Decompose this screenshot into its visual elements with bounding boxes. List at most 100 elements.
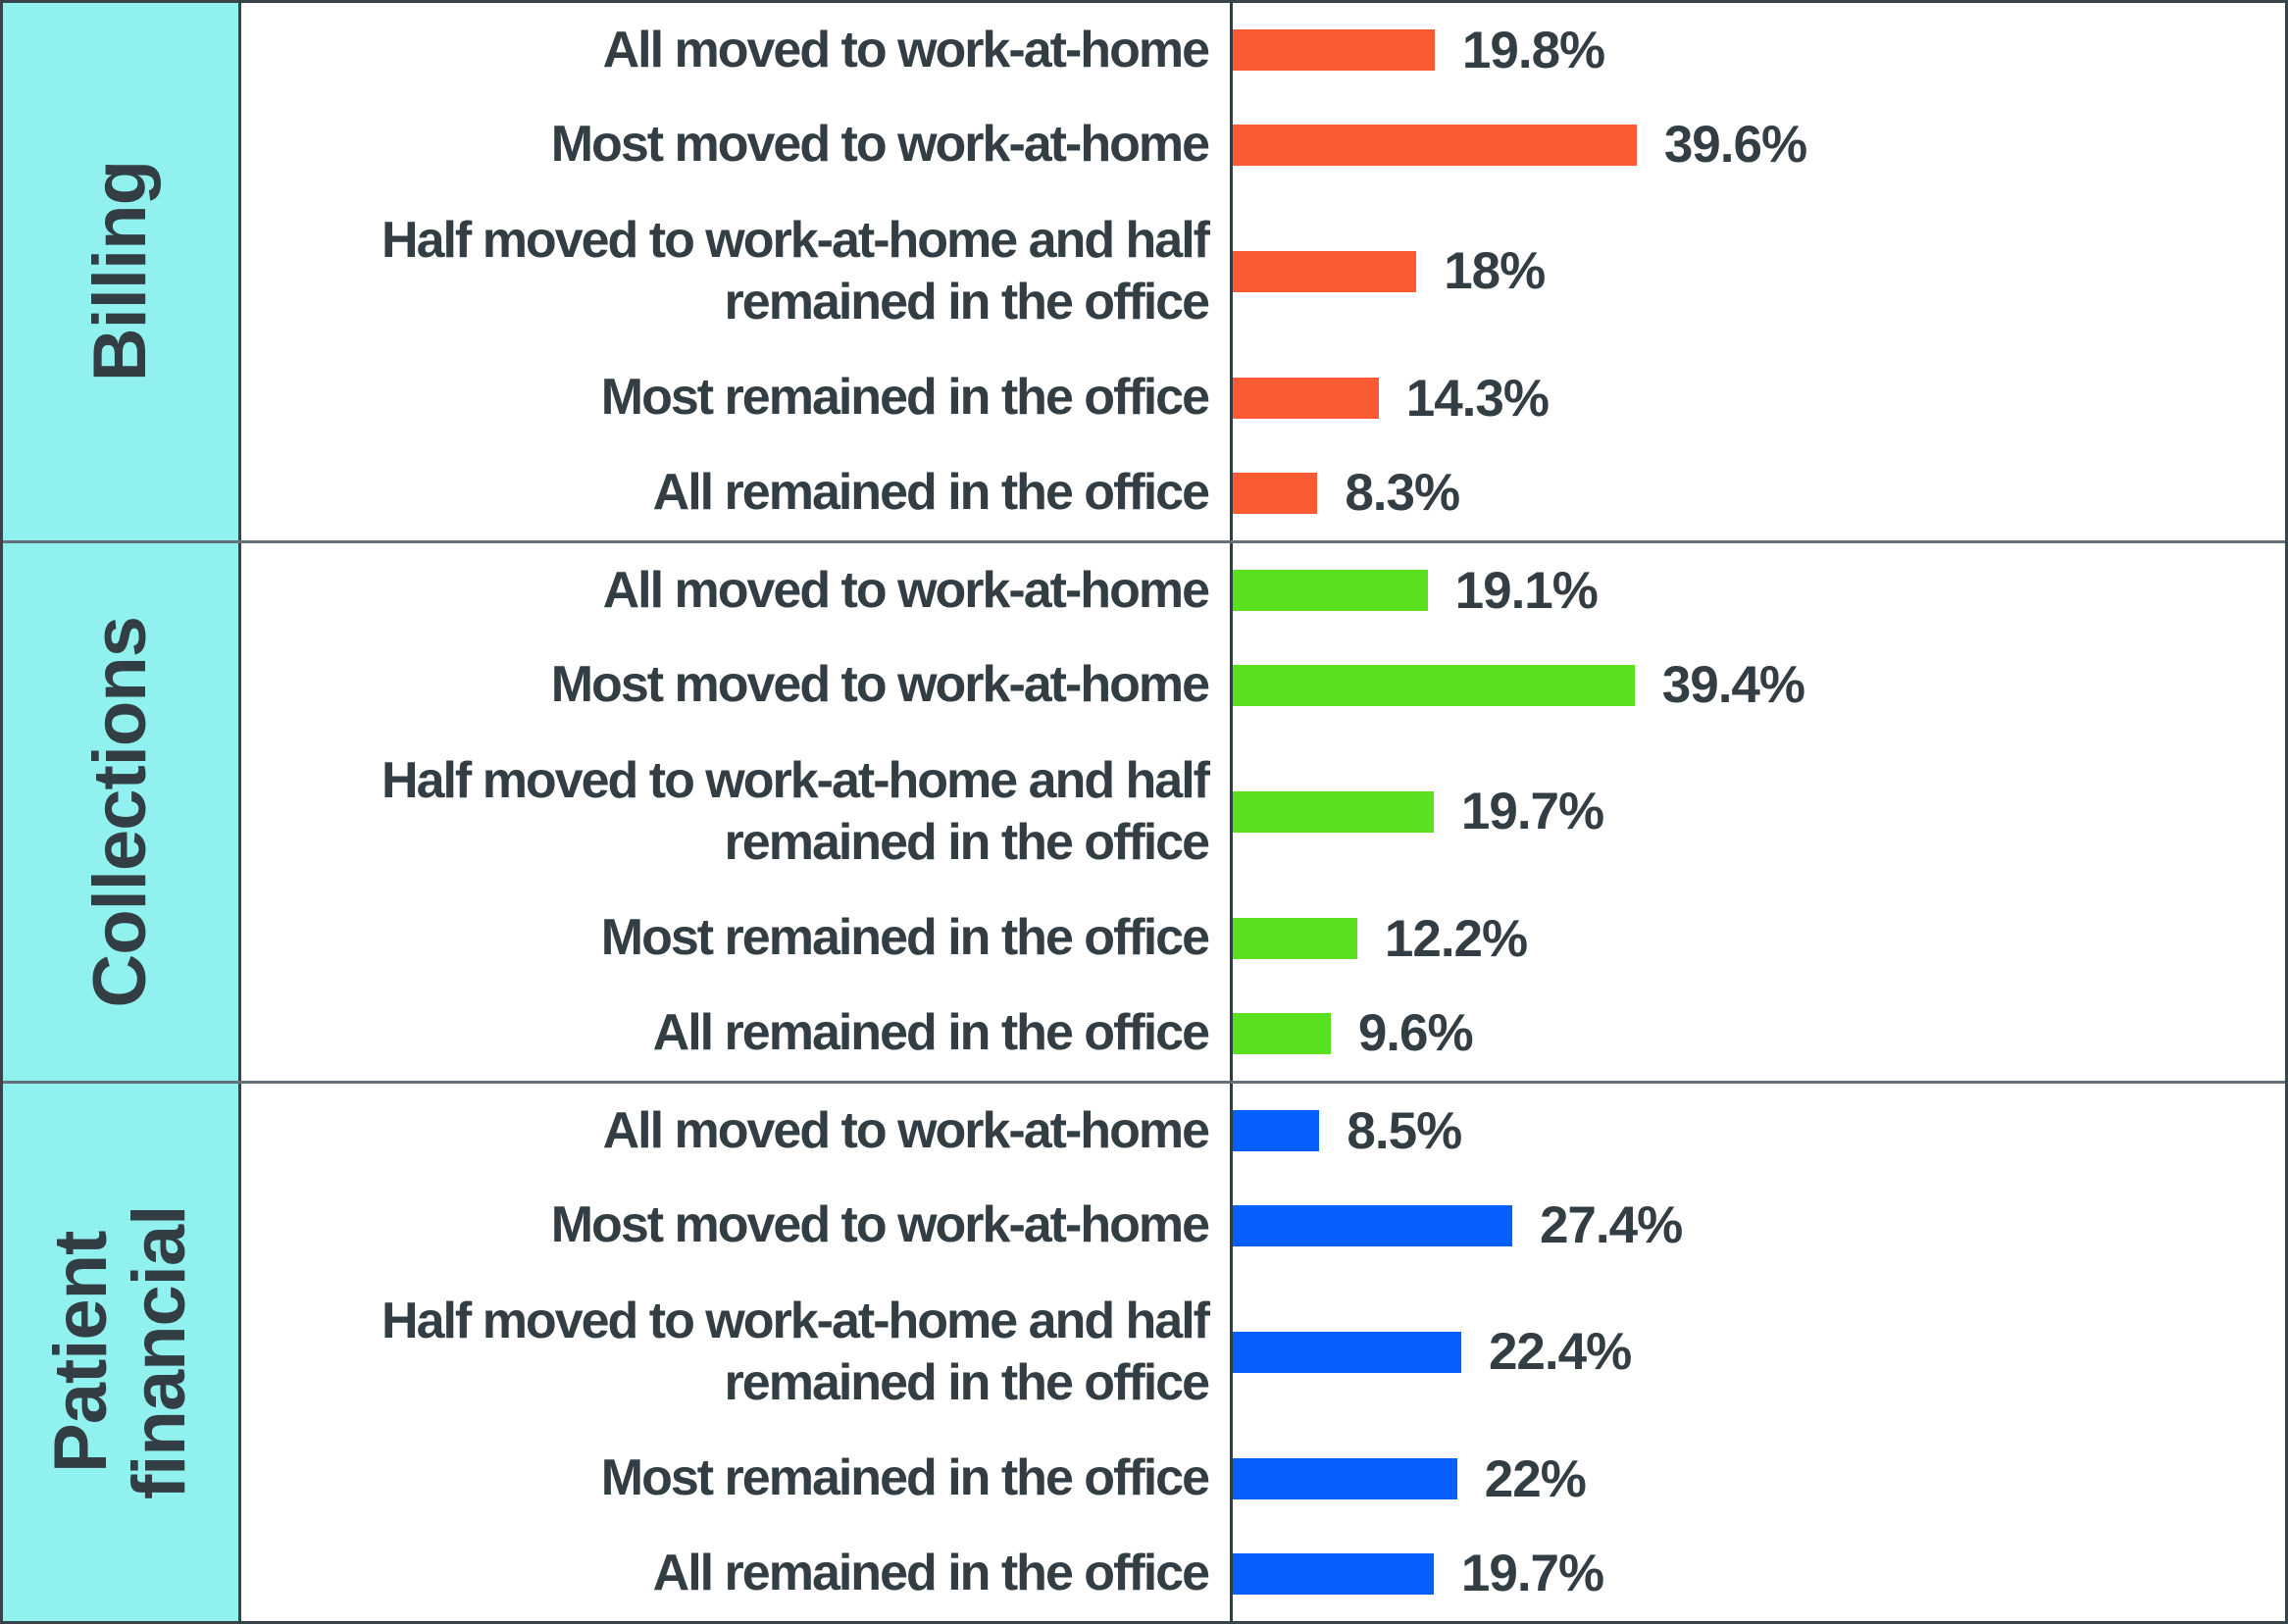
group-label-patient-financial: Patient financial bbox=[39, 1205, 201, 1499]
bar-cell: 27.4% bbox=[1230, 1178, 2285, 1274]
bar-cell: 22% bbox=[1230, 1431, 2285, 1527]
category-label: Most remained in the office bbox=[600, 909, 1210, 967]
bar-value-label: 8.3% bbox=[1345, 464, 1460, 523]
group-row-billing: Billing All moved to work-at-home 19.8% Mos… bbox=[3, 3, 2285, 540]
row-billing-most-remained-in-the-office: Most remained in the office 14.3% bbox=[241, 350, 2285, 446]
category-label: All moved to work-at-home bbox=[602, 561, 1210, 619]
bar-cell: 39.4% bbox=[1230, 637, 2285, 734]
bar-value-label: 22% bbox=[1484, 1449, 1587, 1508]
category-label: All remained in the office bbox=[652, 1003, 1210, 1061]
row-collections-most-remained-in-the-office: Most remained in the office 12.2% bbox=[241, 890, 2285, 987]
bar-patient-financial-most-remained-in-the-office bbox=[1233, 1458, 1457, 1499]
bar-billing-most-remained-in-the-office bbox=[1233, 378, 1379, 419]
bar-value-label: 19.8% bbox=[1461, 21, 1605, 79]
group-body-billing: All moved to work-at-home 19.8% Most moved… bbox=[241, 3, 2285, 540]
bar-collections-half-moved-to-work-at-home-and-half bbox=[1233, 790, 1434, 833]
category-label: All moved to work-at-home bbox=[602, 21, 1210, 78]
bar-collections-all-remained-in-the-office bbox=[1233, 1012, 1331, 1054]
bar-cell: 19.8% bbox=[1230, 3, 2285, 98]
row-collections-all-moved-to-work-at-home: All moved to work-at-home 19.1% bbox=[241, 543, 2285, 638]
bar-patient-financial-most-moved-to-work-at-home bbox=[1233, 1204, 1512, 1246]
row-collections-all-remained-in-the-office: All remained in the office 9.6% bbox=[241, 986, 2285, 1081]
category-label: All moved to work-at-home bbox=[602, 1101, 1210, 1159]
bar-cell: 19.1% bbox=[1230, 543, 2285, 638]
category-label: Half moved to work-at-home and half rema… bbox=[381, 211, 1210, 330]
category-label-cell: All moved to work-at-home bbox=[241, 543, 1230, 638]
bar-cell: 18% bbox=[1230, 192, 2285, 351]
bar-collections-most-remained-in-the-office bbox=[1233, 918, 1357, 959]
category-label: Most remained in the office bbox=[600, 369, 1210, 427]
group-header-collections: Collections bbox=[3, 543, 241, 1081]
category-label: Half moved to work-at-home and half rema… bbox=[381, 1292, 1210, 1411]
bar-patient-financial-half-moved-to-work-at-home-and-half bbox=[1233, 1331, 1461, 1373]
bar-cell: 19.7% bbox=[1230, 1526, 2285, 1621]
category-label-cell: Most remained in the office bbox=[241, 351, 1230, 446]
row-patient-financial-all-remained-in-the-office: All remained in the office 19.7% bbox=[241, 1526, 2285, 1621]
bar-value-label: 12.2% bbox=[1384, 909, 1528, 968]
bar-value-label: 19.7% bbox=[1460, 1545, 1604, 1603]
bar-cell: 12.2% bbox=[1230, 890, 2285, 987]
bar-value-label: 19.1% bbox=[1454, 561, 1599, 620]
bar-cell: 8.5% bbox=[1230, 1084, 2285, 1179]
row-billing-half-moved-to-work-at-home-and-half: Half moved to work-at-home and half rema… bbox=[241, 192, 2285, 351]
category-label-cell: Half moved to work-at-home and half rema… bbox=[241, 733, 1230, 890]
group-row-collections: Collections All moved to work-at-home 19.1… bbox=[3, 540, 2285, 1081]
bar-cell: 22.4% bbox=[1230, 1273, 2285, 1432]
row-patient-financial-most-remained-in-the-office: Most remained in the office 22% bbox=[241, 1431, 2285, 1527]
category-label: All remained in the office bbox=[652, 1544, 1210, 1601]
category-label-cell: Half moved to work-at-home and half rema… bbox=[241, 192, 1230, 350]
group-label-billing: Billing bbox=[78, 161, 163, 382]
row-collections-most-moved-to-work-at-home: Most moved to work-at-home 39.4% bbox=[241, 637, 2285, 734]
category-label-cell: Most moved to work-at-home bbox=[241, 1179, 1230, 1274]
category-label: Most moved to work-at-home bbox=[550, 656, 1210, 714]
row-patient-financial-most-moved-to-work-at-home: Most moved to work-at-home 27.4% bbox=[241, 1178, 2285, 1274]
bar-patient-financial-all-moved-to-work-at-home bbox=[1233, 1110, 1320, 1152]
row-patient-financial-all-moved-to-work-at-home: All moved to work-at-home 8.5% bbox=[241, 1084, 2285, 1179]
bar-value-label: 39.6% bbox=[1663, 116, 1807, 175]
bar-value-label: 18% bbox=[1444, 242, 1546, 301]
category-label-cell: All remained in the office bbox=[241, 1526, 1230, 1621]
bar-billing-all-remained-in-the-office bbox=[1233, 472, 1318, 514]
row-patient-financial-half-moved-to-work-at-home-and-half: Half moved to work-at-home and half rema… bbox=[241, 1273, 2285, 1432]
bar-value-label: 27.4% bbox=[1539, 1196, 1683, 1255]
row-billing-most-moved-to-work-at-home: Most moved to work-at-home 39.6% bbox=[241, 97, 2285, 193]
bar-collections-all-moved-to-work-at-home bbox=[1233, 570, 1428, 612]
row-collections-half-moved-to-work-at-home-and-half: Half moved to work-at-home and half rema… bbox=[241, 733, 2285, 891]
category-label-cell: All moved to work-at-home bbox=[241, 3, 1230, 98]
group-label-collections: Collections bbox=[78, 616, 163, 1008]
bar-value-label: 9.6% bbox=[1357, 1004, 1474, 1063]
bar-patient-financial-all-remained-in-the-office bbox=[1233, 1552, 1434, 1595]
group-header-patient-financial: Patient financial bbox=[3, 1084, 241, 1621]
category-label-cell: All remained in the office bbox=[241, 986, 1230, 1081]
category-label-cell: Most moved to work-at-home bbox=[241, 638, 1230, 734]
bar-cell: 8.3% bbox=[1230, 445, 2285, 540]
bar-value-label: 39.4% bbox=[1661, 656, 1805, 715]
bar-value-label: 8.5% bbox=[1347, 1101, 1462, 1160]
bar-cell: 14.3% bbox=[1230, 350, 2285, 446]
category-label-cell: All moved to work-at-home bbox=[241, 1084, 1230, 1179]
category-label-cell: Most remained in the office bbox=[241, 891, 1230, 987]
category-label-cell: Half moved to work-at-home and half rema… bbox=[241, 1273, 1230, 1431]
bar-value-label: 14.3% bbox=[1405, 369, 1550, 428]
category-label: Most moved to work-at-home bbox=[550, 116, 1210, 174]
group-header-billing: Billing bbox=[3, 3, 241, 540]
bar-billing-most-moved-to-work-at-home bbox=[1233, 124, 1637, 166]
category-label: Most remained in the office bbox=[600, 1449, 1210, 1507]
category-label-cell: Most remained in the office bbox=[241, 1432, 1230, 1527]
category-label-cell: All remained in the office bbox=[241, 445, 1230, 540]
category-label: All remained in the office bbox=[652, 463, 1210, 521]
bar-value-label: 22.4% bbox=[1488, 1323, 1632, 1382]
bar-cell: 39.6% bbox=[1230, 97, 2285, 193]
bar-value-label: 19.7% bbox=[1460, 783, 1604, 841]
bar-collections-most-moved-to-work-at-home bbox=[1233, 664, 1635, 706]
bar-cell: 9.6% bbox=[1230, 986, 2285, 1081]
bar-cell: 19.7% bbox=[1230, 733, 2285, 891]
category-label: Half moved to work-at-home and half rema… bbox=[381, 751, 1210, 871]
group-body-collections: All moved to work-at-home 19.1% Most moved… bbox=[241, 543, 2285, 1081]
category-label: Most moved to work-at-home bbox=[550, 1196, 1210, 1254]
bar-billing-all-moved-to-work-at-home bbox=[1233, 29, 1435, 72]
row-billing-all-moved-to-work-at-home: All moved to work-at-home 19.8% bbox=[241, 3, 2285, 98]
group-row-patient-financial: Patient financial All moved to work-at-ho… bbox=[3, 1081, 2285, 1621]
bar-billing-half-moved-to-work-at-home-and-half bbox=[1233, 250, 1417, 292]
